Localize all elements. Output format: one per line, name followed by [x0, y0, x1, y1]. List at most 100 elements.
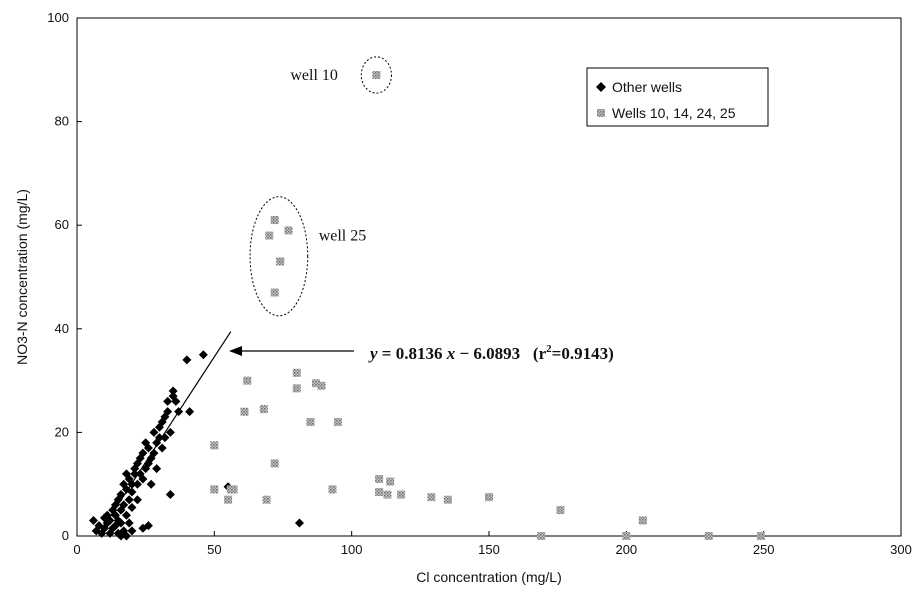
- point-other-wells: [88, 515, 98, 525]
- point-wells-10-14-24-25: [397, 490, 406, 499]
- point-other-wells: [127, 526, 137, 536]
- y-axis-label: NO3-N concentration (mg/L): [14, 189, 30, 365]
- point-wells-10-14-24-25: [306, 418, 315, 427]
- point-other-wells: [157, 443, 167, 453]
- legend-label-wells-10-14-24-25: Wells 10, 14, 24, 25: [612, 105, 736, 121]
- point-wells-10-14-24-25: [427, 493, 436, 502]
- point-wells-10-14-24-25: [317, 381, 326, 390]
- x-tick-label: 100: [341, 542, 363, 557]
- eq-x-var: x: [446, 344, 456, 363]
- point-wells-10-14-24-25: [622, 532, 631, 540]
- point-other-wells: [143, 443, 153, 453]
- series-layer: [88, 70, 765, 541]
- point-wells-10-14-24-25: [210, 485, 219, 494]
- point-wells-10-14-24-25: [375, 475, 384, 484]
- point-wells-10-14-24-25: [556, 506, 565, 515]
- point-wells-10-14-24-25: [292, 384, 301, 393]
- annotation-dashed-ellipse: [360, 56, 392, 94]
- point-other-wells: [127, 487, 137, 497]
- regression-layer: [98, 331, 354, 535]
- equation-arrow-head: [229, 346, 242, 356]
- point-wells-10-14-24-25: [333, 418, 342, 427]
- point-wells-10-14-24-25: [704, 532, 713, 540]
- point-wells-10-14-24-25: [270, 216, 279, 225]
- point-other-wells: [124, 495, 134, 505]
- point-wells-10-14-24-25: [284, 226, 293, 235]
- point-wells-10-14-24-25: [756, 532, 765, 540]
- point-wells-10-14-24-25: [262, 495, 271, 504]
- point-other-wells: [121, 510, 131, 520]
- eq-mid: = 0.8136: [378, 344, 447, 363]
- point-wells-10-14-24-25: [240, 407, 249, 416]
- legend-box: [586, 67, 769, 127]
- point-other-wells: [143, 521, 153, 531]
- point-other-wells: [138, 448, 148, 458]
- point-wells-10-14-24-25: [638, 516, 647, 525]
- point-other-wells: [121, 531, 131, 541]
- eq-sup: 2: [546, 343, 552, 355]
- y-tick-label: 60: [55, 217, 69, 232]
- y-tick-label: 40: [55, 321, 69, 336]
- plot-area: [76, 17, 902, 537]
- y-axis-ticks: 0 20 40 60 80 100: [47, 10, 82, 543]
- y-tick-label: 0: [62, 528, 69, 543]
- point-other-wells: [198, 350, 208, 360]
- point-wells-10-14-24-25: [265, 231, 274, 240]
- point-wells-10-14-24-25: [259, 405, 268, 414]
- point-other-wells: [146, 479, 156, 489]
- point-other-wells: [116, 531, 126, 541]
- point-other-wells: [127, 503, 137, 513]
- point-wells-10-14-24-25: [292, 368, 301, 377]
- point-other-wells: [168, 386, 178, 396]
- x-tick-label: 250: [753, 542, 775, 557]
- point-other-wells: [132, 479, 142, 489]
- annotation-dashed-ellipse: [249, 196, 309, 317]
- point-wells-10-14-24-25: [270, 288, 279, 297]
- x-tick-label: 50: [207, 542, 221, 557]
- x-axis-label: Cl concentration (mg/L): [416, 569, 562, 585]
- legend-speckled-square-icon: [597, 109, 605, 117]
- regression-line: [98, 331, 232, 535]
- point-wells-10-14-24-25: [537, 532, 546, 540]
- point-other-wells: [116, 518, 126, 528]
- point-wells-10-14-24-25: [383, 490, 392, 499]
- point-wells-10-14-24-25: [224, 495, 233, 504]
- x-tick-label: 150: [478, 542, 500, 557]
- point-other-wells: [163, 407, 173, 417]
- point-other-wells: [294, 518, 304, 528]
- annotation-layer: well 10 well 25: [249, 56, 392, 317]
- point-wells-10-14-24-25: [375, 487, 384, 496]
- annotation-label: well 25: [319, 228, 367, 245]
- point-wells-10-14-24-25: [311, 379, 320, 388]
- point-other-wells: [171, 396, 181, 406]
- eq-tail: − 6.0893 (r: [455, 344, 546, 363]
- point-wells-10-14-24-25: [485, 493, 493, 502]
- point-wells-10-14-24-25: [276, 257, 285, 266]
- point-other-wells: [132, 495, 142, 505]
- annotation-label: well 10: [290, 67, 338, 84]
- point-wells-10-14-24-25: [386, 477, 395, 486]
- legend: Other wells Wells 10, 14, 24, 25: [586, 67, 769, 127]
- point-other-wells: [185, 407, 195, 417]
- point-wells-10-14-24-25: [443, 495, 452, 504]
- point-wells-10-14-24-25: [243, 376, 252, 385]
- point-wells-10-14-24-25: [226, 485, 235, 494]
- point-other-wells: [149, 427, 159, 437]
- y-tick-label: 20: [55, 424, 69, 439]
- point-other-wells: [165, 427, 175, 437]
- point-other-wells: [165, 490, 175, 500]
- point-other-wells: [154, 433, 164, 443]
- point-wells-10-14-24-25: [210, 441, 219, 450]
- point-other-wells: [152, 464, 162, 474]
- point-other-wells: [138, 474, 148, 484]
- point-wells-10-14-24-25: [328, 485, 337, 494]
- point-wells-10-14-24-25: [270, 459, 279, 468]
- point-other-wells: [182, 355, 192, 365]
- point-other-wells: [149, 448, 159, 458]
- point-wells-10-14-24-25: [372, 70, 381, 79]
- eq-y-var: y: [368, 344, 378, 363]
- point-other-wells: [119, 500, 129, 510]
- x-tick-label: 0: [73, 542, 80, 557]
- x-tick-label: 300: [890, 542, 912, 557]
